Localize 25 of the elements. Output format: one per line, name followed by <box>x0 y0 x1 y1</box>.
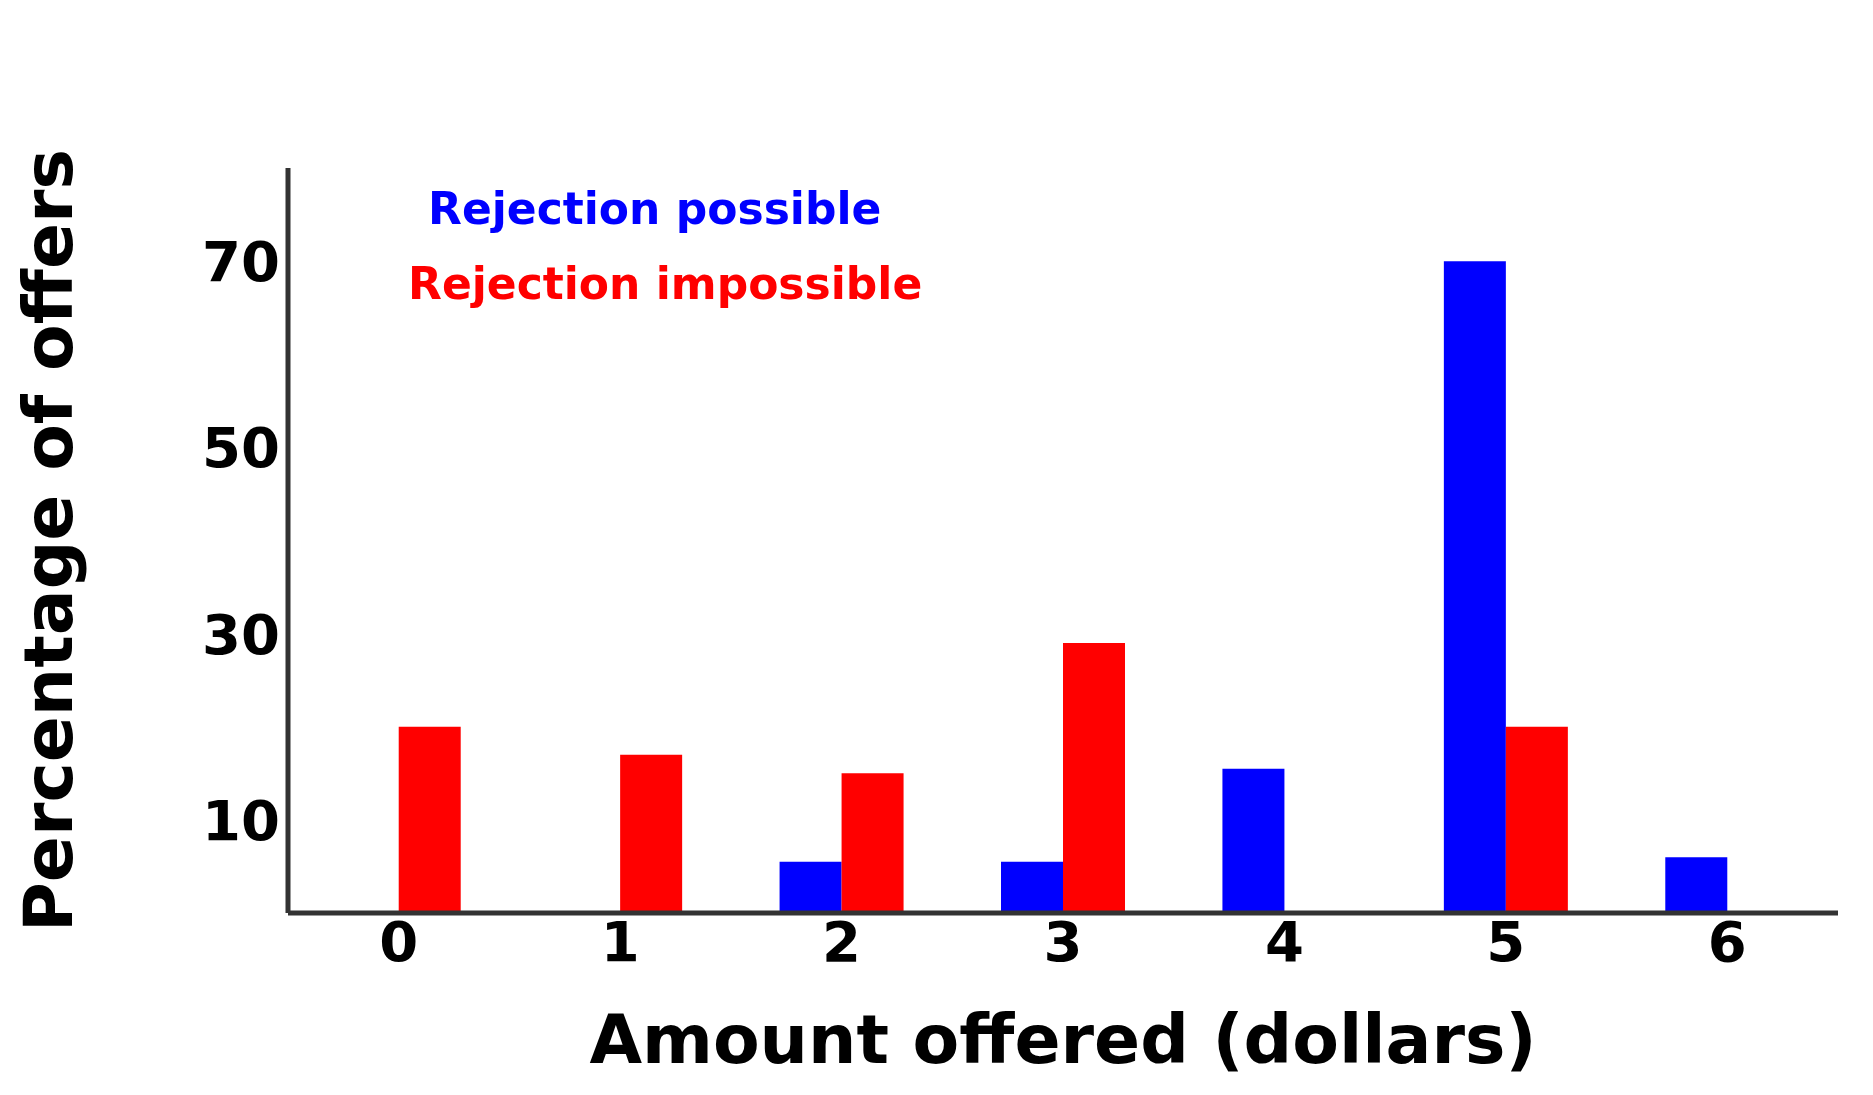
x-tick-label: 2 <box>822 908 862 974</box>
y-tick-label: 30 <box>202 601 280 667</box>
x-tick-label: 1 <box>600 908 640 974</box>
text: Rejection impossible <box>408 258 923 309</box>
bar <box>620 754 683 913</box>
bar <box>779 861 842 913</box>
bar <box>1443 261 1506 913</box>
x-axis-title: Amount offered (dollars) <box>589 1000 1537 1079</box>
bar <box>1222 768 1285 913</box>
x-tick-label: 5 <box>1486 908 1526 974</box>
bar <box>1505 726 1568 913</box>
y-tick-label: 10 <box>202 787 280 853</box>
x-tick-label: 3 <box>1043 908 1083 974</box>
bar <box>1063 642 1125 913</box>
x-tick-label: 4 <box>1264 908 1304 974</box>
bar <box>1001 861 1063 913</box>
x-tick-label: 6 <box>1707 908 1747 974</box>
y-tick-label: 50 <box>202 415 280 481</box>
bar <box>1665 857 1728 913</box>
bar <box>398 726 461 913</box>
y-tick-label: 70 <box>202 229 280 295</box>
bar <box>841 773 904 913</box>
y-axis-title: Percentage of offers <box>9 148 89 933</box>
x-tick-label: 0 <box>379 908 419 974</box>
text: Rejection possible <box>428 183 883 234</box>
